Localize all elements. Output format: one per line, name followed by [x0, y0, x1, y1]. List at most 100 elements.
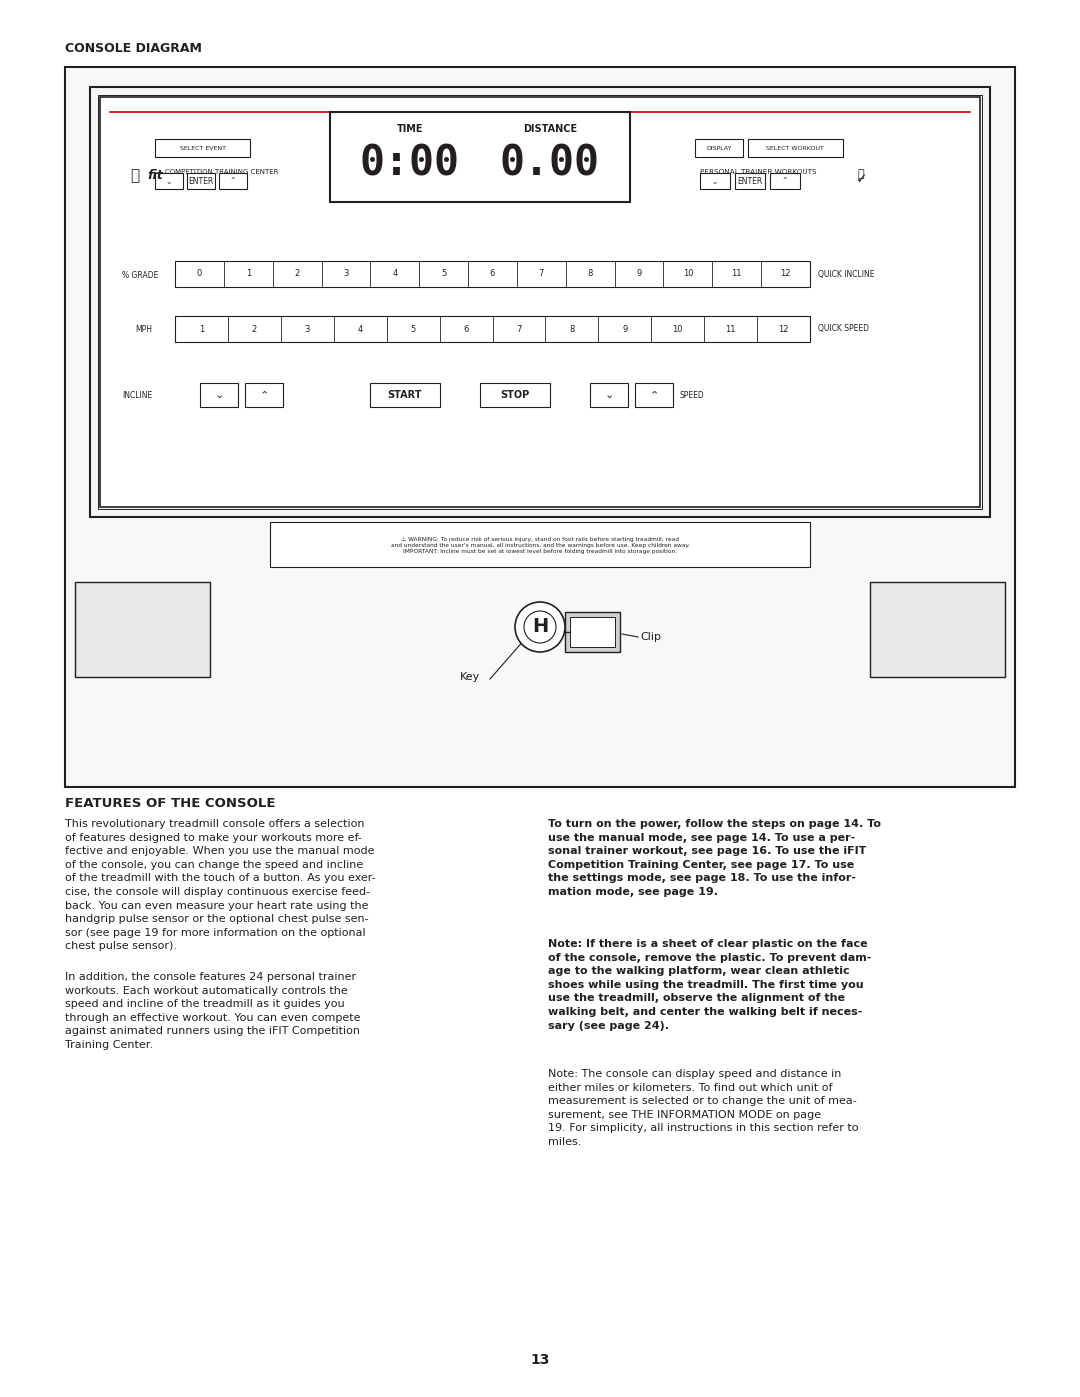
Bar	[748, 138, 843, 156]
Text: 5: 5	[410, 324, 416, 334]
Text: 6: 6	[463, 324, 469, 334]
Bar	[330, 112, 630, 203]
Text: QUICK SPEED: QUICK SPEED	[818, 324, 869, 334]
Text: 12: 12	[781, 270, 791, 278]
Text: 0: 0	[197, 270, 202, 278]
Text: ⌄: ⌄	[712, 176, 718, 186]
Text: ⌃: ⌃	[230, 176, 237, 186]
Bar	[98, 95, 982, 509]
Text: DISPLAY: DISPLAY	[706, 145, 732, 151]
Text: SPEED: SPEED	[680, 391, 705, 400]
Text: % GRADE: % GRADE	[122, 271, 159, 279]
Bar	[565, 612, 620, 652]
Text: H: H	[531, 617, 549, 637]
Text: 11: 11	[731, 270, 742, 278]
Text: Key: Key	[460, 672, 481, 682]
Text: ℳ: ℳ	[130, 169, 139, 183]
Bar	[65, 67, 1015, 787]
Bar	[590, 383, 627, 407]
Bar	[156, 138, 249, 156]
Text: 6: 6	[490, 270, 496, 278]
Bar	[370, 383, 440, 407]
Bar	[100, 96, 980, 507]
Bar	[175, 316, 810, 342]
Text: fit: fit	[147, 169, 163, 182]
Text: Note: The console can display speed and distance in
either miles or kilometers. : Note: The console can display speed and …	[548, 1069, 859, 1147]
Bar	[700, 173, 730, 189]
Bar	[156, 173, 183, 189]
Text: 10: 10	[673, 324, 683, 334]
Text: ENTER: ENTER	[738, 176, 762, 186]
Text: SELECT EVENT: SELECT EVENT	[179, 145, 226, 151]
Text: IMPORTANT: Incline must be set at lowest level before folding treadmill into sto: IMPORTANT: Incline must be set at lowest…	[403, 549, 677, 555]
Text: SELECT WORKOUT: SELECT WORKOUT	[766, 145, 824, 151]
Bar	[696, 138, 743, 156]
Bar	[735, 173, 765, 189]
Circle shape	[515, 602, 565, 652]
Text: ⌄: ⌄	[605, 390, 613, 400]
Text: ⌃: ⌃	[649, 390, 659, 400]
Text: To turn on the power, follow the steps on page 14. To
use the manual mode, see p: To turn on the power, follow the steps o…	[548, 819, 881, 897]
Text: 5: 5	[441, 270, 446, 278]
Text: 4: 4	[392, 270, 397, 278]
Circle shape	[524, 610, 556, 643]
Text: Note: If there is a sheet of clear plastic on the face
of the console, remove th: Note: If there is a sheet of clear plast…	[548, 939, 872, 1031]
Text: 12: 12	[779, 324, 788, 334]
Bar	[870, 583, 1005, 678]
Text: COMPETITION TRAINING CENTER: COMPETITION TRAINING CENTER	[165, 169, 279, 175]
Text: TIME: TIME	[396, 124, 423, 134]
Polygon shape	[75, 583, 1005, 678]
Text: 0:00: 0:00	[360, 142, 460, 184]
Text: QUICK INCLINE: QUICK INCLINE	[818, 270, 875, 278]
Text: ⌄: ⌄	[166, 176, 172, 186]
Text: 9: 9	[636, 270, 642, 278]
Bar	[635, 383, 673, 407]
Text: 3: 3	[343, 270, 349, 278]
Bar	[770, 173, 800, 189]
Bar	[219, 173, 247, 189]
Text: 8: 8	[569, 324, 575, 334]
Text: ⌃: ⌃	[782, 176, 788, 186]
Text: 13: 13	[530, 1354, 550, 1368]
Text: ✓: ✓	[856, 172, 867, 186]
Text: 7: 7	[539, 270, 544, 278]
Text: ⌃: ⌃	[259, 390, 269, 400]
Text: DISTANCE: DISTANCE	[523, 124, 577, 134]
Text: 9: 9	[622, 324, 627, 334]
Text: START: START	[388, 390, 422, 400]
Text: 8: 8	[588, 270, 593, 278]
Text: 7: 7	[516, 324, 522, 334]
Text: ⌄: ⌄	[214, 390, 224, 400]
Text: 🏃: 🏃	[858, 169, 864, 179]
Text: 0.00: 0.00	[500, 142, 600, 184]
Text: This revolutionary treadmill console offers a selection
of features designed to : This revolutionary treadmill console off…	[65, 819, 376, 951]
Bar	[570, 617, 615, 647]
Text: ⚠ WARNING: To reduce risk of serious injury, stand on foot rails before starting: ⚠ WARNING: To reduce risk of serious inj…	[401, 536, 679, 542]
Text: FEATURES OF THE CONSOLE: FEATURES OF THE CONSOLE	[65, 798, 275, 810]
Bar	[245, 383, 283, 407]
Bar	[175, 261, 810, 286]
Text: PERSONAL TRAINER WORKOUTS: PERSONAL TRAINER WORKOUTS	[700, 169, 816, 175]
Text: STOP: STOP	[500, 390, 529, 400]
Text: 11: 11	[726, 324, 735, 334]
Bar	[75, 583, 210, 678]
Text: 4: 4	[357, 324, 363, 334]
Text: CONSOLE DIAGRAM: CONSOLE DIAGRAM	[65, 42, 202, 54]
Bar	[480, 383, 550, 407]
Bar	[90, 87, 990, 517]
Text: MPH: MPH	[135, 326, 152, 334]
Text: 2: 2	[252, 324, 257, 334]
Bar	[270, 522, 810, 567]
Text: 2: 2	[295, 270, 300, 278]
Text: In addition, the console features 24 personal trainer
workouts. Each workout aut: In addition, the console features 24 per…	[65, 972, 361, 1051]
Text: 3: 3	[305, 324, 310, 334]
Text: ENTER: ENTER	[188, 176, 214, 186]
Text: 10: 10	[683, 270, 693, 278]
Text: INCLINE: INCLINE	[122, 391, 152, 400]
Text: and understand the user's manual, all instructions, and the warnings before use.: and understand the user's manual, all in…	[391, 543, 689, 548]
Text: 1: 1	[245, 270, 251, 278]
Bar	[200, 383, 238, 407]
Text: 1: 1	[199, 324, 204, 334]
Bar	[187, 173, 215, 189]
Text: Clip: Clip	[640, 631, 661, 643]
